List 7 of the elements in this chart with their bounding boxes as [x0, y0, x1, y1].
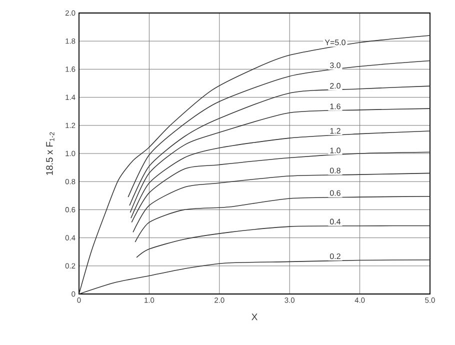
line-series: [136, 225, 430, 258]
line-series: [128, 60, 430, 198]
y-axis-title: 18.5 x F$_{1-2}$: [46, 132, 54, 175]
line-series: [130, 108, 430, 213]
line-series: [134, 196, 430, 242]
x-axis-title: X: [252, 314, 258, 320]
line-series: [132, 172, 430, 233]
